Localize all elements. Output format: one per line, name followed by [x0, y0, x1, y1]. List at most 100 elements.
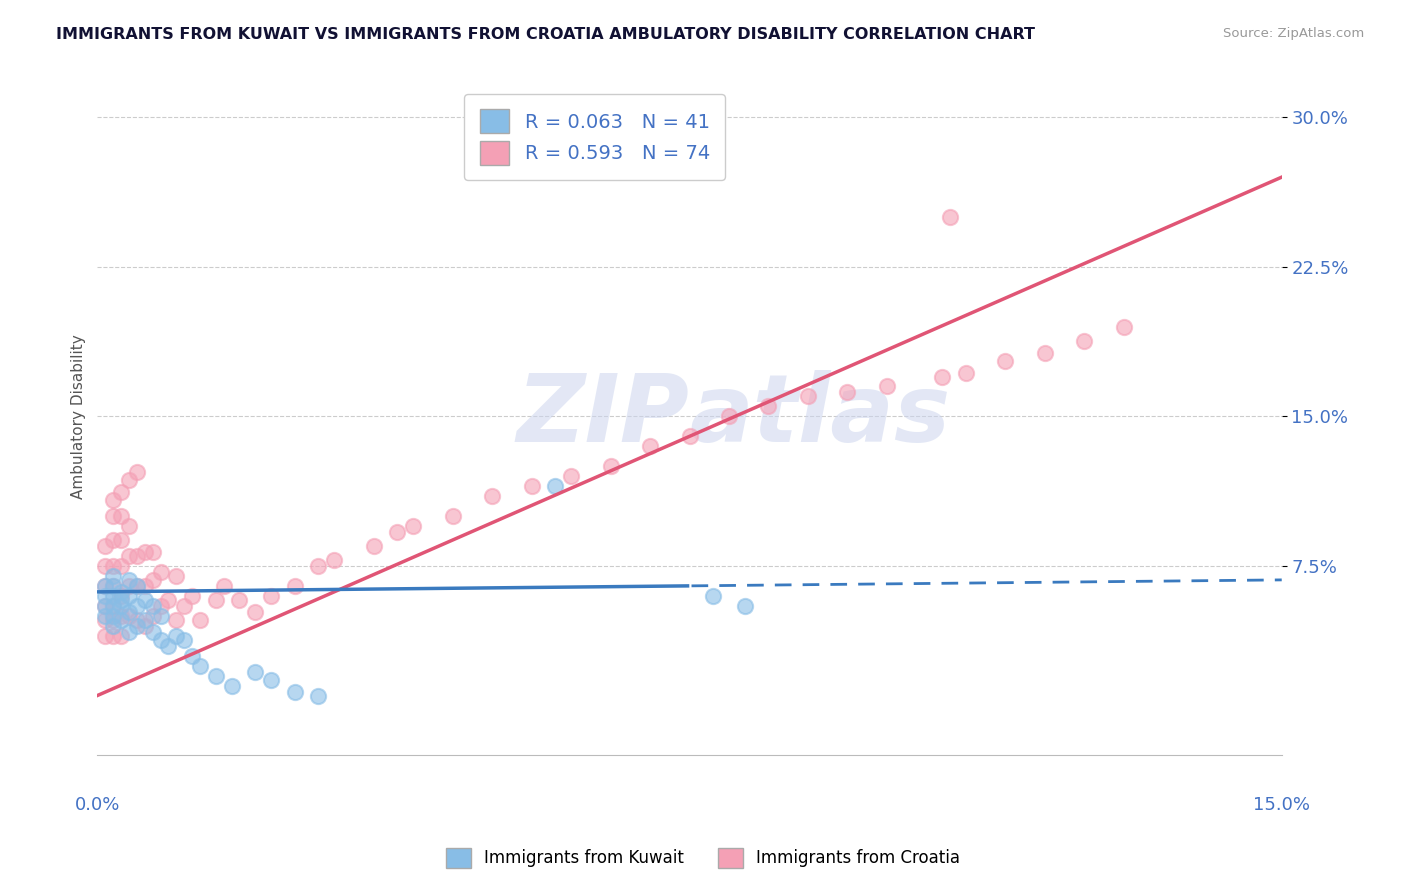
Point: [125, 613, 148, 627]
Point: [125, 465, 148, 479]
Point: [181, 648, 204, 663]
Point: [101, 533, 124, 547]
Point: [134, 619, 156, 633]
Point: [955, 366, 977, 380]
Point: [118, 519, 141, 533]
Point: [520, 479, 543, 493]
Point: [284, 579, 307, 593]
Point: [118, 579, 141, 593]
Point: [134, 613, 156, 627]
Y-axis label: Ambulatory Disability: Ambulatory Disability: [72, 334, 86, 499]
Point: [876, 379, 898, 393]
Point: [110, 599, 132, 613]
Point: [165, 569, 187, 583]
Point: [142, 545, 165, 559]
Point: [157, 592, 180, 607]
Point: [94, 629, 117, 643]
Point: [101, 629, 124, 643]
Point: [560, 469, 582, 483]
Point: [134, 579, 156, 593]
Text: ZIP: ZIP: [516, 370, 689, 462]
Point: [260, 673, 283, 687]
Point: [157, 639, 180, 653]
Text: 0.0%: 0.0%: [75, 796, 120, 814]
Point: [101, 493, 124, 508]
Point: [125, 599, 148, 613]
Point: [110, 629, 132, 643]
Point: [118, 589, 141, 603]
Text: atlas: atlas: [689, 370, 950, 462]
Point: [94, 579, 117, 593]
Point: [939, 210, 962, 224]
Point: [758, 400, 780, 414]
Point: [110, 485, 132, 500]
Point: [441, 509, 464, 524]
Point: [101, 613, 124, 627]
Point: [142, 624, 165, 639]
Point: [101, 589, 124, 603]
Point: [110, 608, 132, 623]
Point: [110, 509, 132, 524]
Point: [101, 579, 124, 593]
Point: [101, 579, 124, 593]
Point: [245, 605, 267, 619]
Point: [125, 579, 148, 593]
Point: [142, 573, 165, 587]
Point: [94, 599, 117, 613]
Point: [260, 589, 283, 603]
Point: [1112, 319, 1135, 334]
Point: [118, 605, 141, 619]
Point: [118, 608, 141, 623]
Point: [221, 679, 243, 693]
Point: [797, 389, 820, 403]
Point: [284, 684, 307, 698]
Point: [204, 668, 226, 682]
Point: [110, 558, 132, 573]
Point: [188, 613, 211, 627]
Point: [142, 599, 165, 613]
Point: [110, 585, 132, 599]
Point: [125, 579, 148, 593]
Point: [110, 592, 132, 607]
Point: [118, 624, 141, 639]
Point: [402, 519, 425, 533]
Point: [307, 689, 329, 703]
Point: [212, 579, 235, 593]
Legend: R = 0.063   N = 41, R = 0.593   N = 74: R = 0.063 N = 41, R = 0.593 N = 74: [464, 94, 725, 180]
Point: [101, 509, 124, 524]
Point: [149, 608, 172, 623]
Point: [118, 473, 141, 487]
Point: [142, 608, 165, 623]
Point: [149, 599, 172, 613]
Point: [173, 632, 195, 647]
Point: [101, 569, 124, 583]
Point: [125, 549, 148, 563]
Point: [94, 589, 117, 603]
Point: [188, 658, 211, 673]
Point: [94, 558, 117, 573]
Point: [204, 592, 226, 607]
Point: [718, 409, 741, 424]
Point: [994, 353, 1017, 368]
Point: [702, 589, 724, 603]
Text: 15.0%: 15.0%: [1253, 796, 1310, 814]
Point: [931, 369, 953, 384]
Point: [1073, 334, 1095, 348]
Point: [165, 629, 187, 643]
Point: [387, 524, 409, 539]
Point: [678, 429, 700, 443]
Point: [94, 539, 117, 553]
Point: [110, 589, 132, 603]
Point: [149, 565, 172, 579]
Point: [481, 489, 503, 503]
Point: [125, 619, 148, 633]
Text: Source: ZipAtlas.com: Source: ZipAtlas.com: [1223, 27, 1364, 40]
Point: [110, 613, 132, 627]
Point: [94, 613, 117, 627]
Point: [94, 579, 117, 593]
Point: [363, 539, 385, 553]
Point: [101, 619, 124, 633]
Point: [101, 608, 124, 623]
Text: IMMIGRANTS FROM KUWAIT VS IMMIGRANTS FROM CROATIA AMBULATORY DISABILITY CORRELAT: IMMIGRANTS FROM KUWAIT VS IMMIGRANTS FRO…: [56, 27, 1035, 42]
Point: [638, 439, 661, 453]
